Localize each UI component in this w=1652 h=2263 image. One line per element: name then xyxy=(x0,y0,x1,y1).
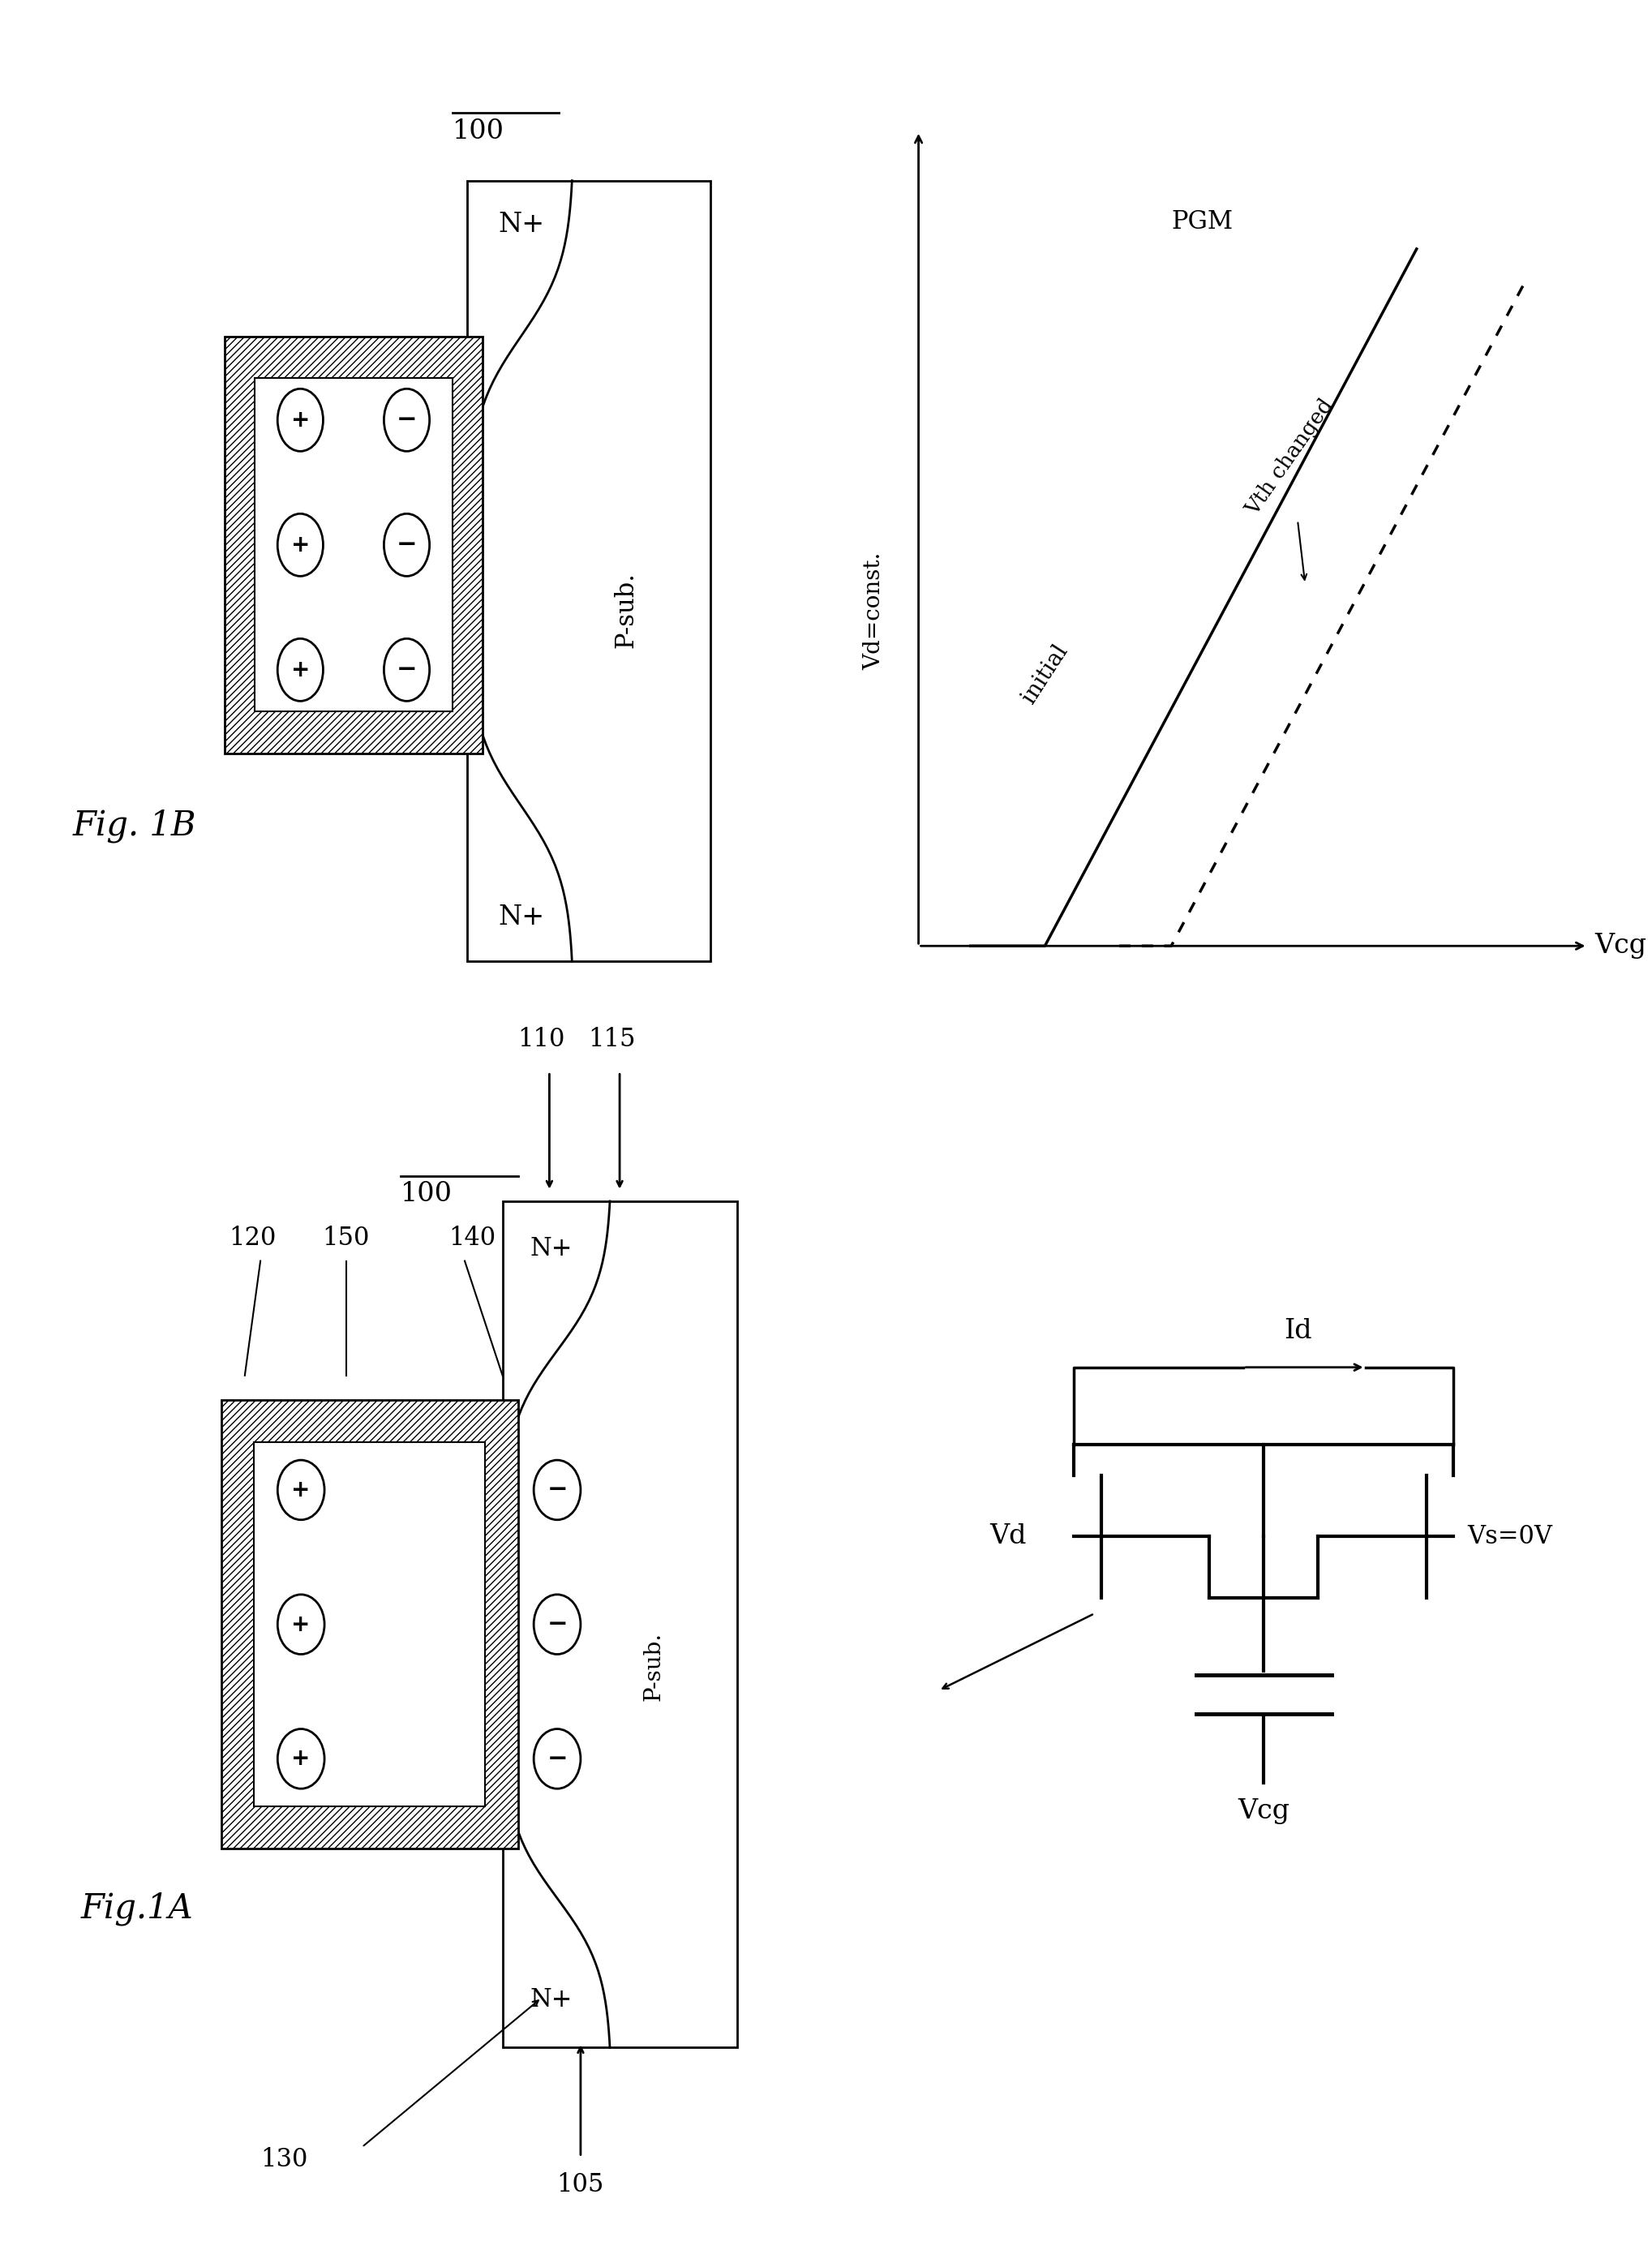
Text: Id: Id xyxy=(1284,1319,1312,1344)
Text: P-sub.: P-sub. xyxy=(613,573,639,647)
Text: initial: initial xyxy=(1018,640,1072,708)
Text: +: + xyxy=(291,410,311,432)
Text: Vth changed: Vth changed xyxy=(1242,396,1338,518)
Text: 140: 140 xyxy=(449,1227,496,1251)
Bar xyxy=(254,1442,486,1806)
Text: 100: 100 xyxy=(453,118,504,145)
Text: +: + xyxy=(291,1478,311,1500)
Text: −: − xyxy=(396,659,416,681)
Text: +: + xyxy=(291,534,311,557)
Bar xyxy=(254,378,453,711)
Text: 110: 110 xyxy=(517,1027,565,1052)
Text: N+: N+ xyxy=(497,905,544,930)
Text: P-sub.: P-sub. xyxy=(643,1632,666,1702)
Bar xyxy=(468,181,710,962)
Text: 120: 120 xyxy=(230,1227,276,1251)
Text: −: − xyxy=(547,1478,568,1503)
Text: N+: N+ xyxy=(530,1236,572,1260)
Text: PGM: PGM xyxy=(1171,208,1232,235)
Text: 100: 100 xyxy=(401,1181,453,1206)
Text: +: + xyxy=(291,1614,311,1636)
Text: +: + xyxy=(291,659,311,681)
Text: N+: N+ xyxy=(497,213,544,238)
Text: −: − xyxy=(396,534,416,557)
Text: 150: 150 xyxy=(322,1227,370,1251)
Text: +: + xyxy=(291,1747,311,1770)
Text: −: − xyxy=(547,1747,568,1770)
Text: Vd: Vd xyxy=(990,1523,1026,1550)
Text: N+: N+ xyxy=(530,1987,572,2012)
Bar xyxy=(502,1202,737,2048)
Text: −: − xyxy=(396,407,416,432)
Bar xyxy=(225,337,482,754)
Text: Fig. 1B: Fig. 1B xyxy=(73,808,197,844)
Text: 130: 130 xyxy=(259,2148,307,2172)
Text: Vd=const.: Vd=const. xyxy=(862,552,885,670)
Text: Fig.1A: Fig.1A xyxy=(81,1892,193,1926)
Text: 115: 115 xyxy=(588,1027,636,1052)
Bar xyxy=(221,1401,519,1849)
Text: Vcg: Vcg xyxy=(1237,1799,1290,1824)
Text: −: − xyxy=(547,1614,568,1636)
Text: 105: 105 xyxy=(557,2172,605,2197)
Text: Vcg: Vcg xyxy=(1596,932,1647,960)
Text: Vs=0V: Vs=0V xyxy=(1467,1523,1553,1550)
